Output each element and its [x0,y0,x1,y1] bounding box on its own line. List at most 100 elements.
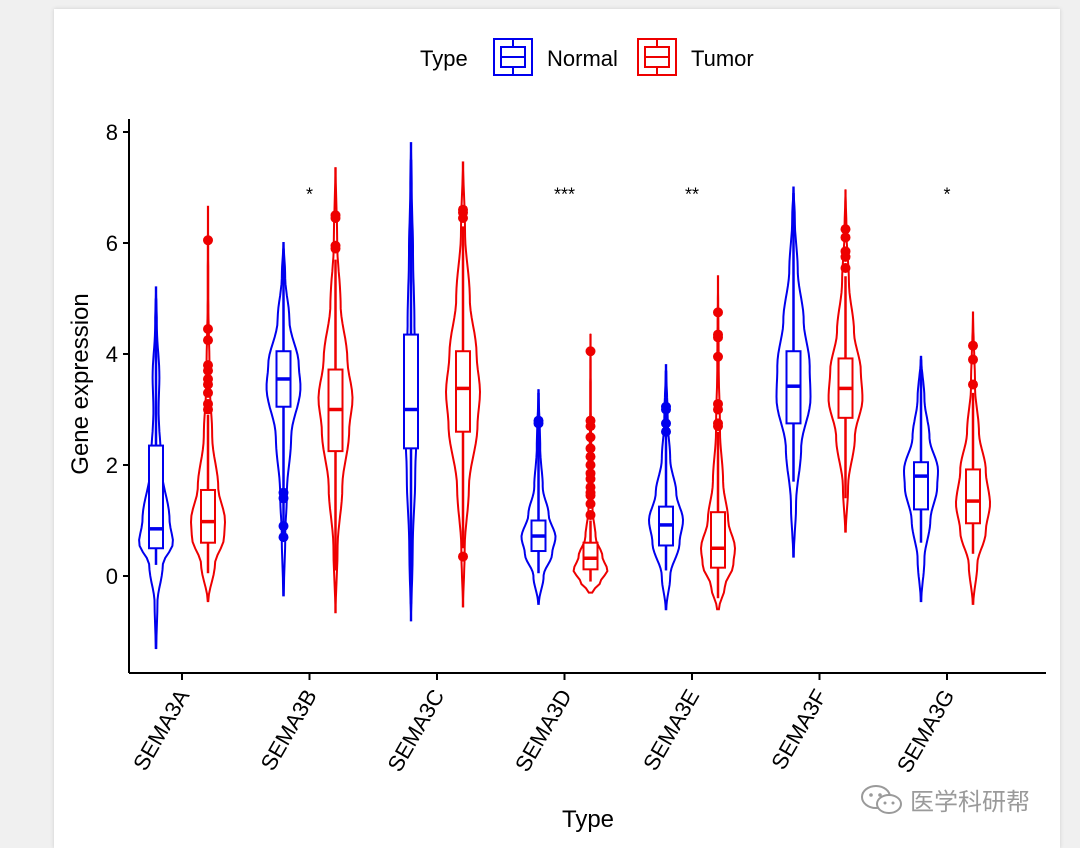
outlier-point [585,432,596,443]
significance-label: * [306,185,313,205]
violin-normal-sema3d [520,389,557,605]
box-iqr [200,488,216,544]
violin-tumor-sema3c [444,161,482,608]
figure-panel: Type Normal Tumor 0 2 4 6 8 SEMA3A SEMA3B SEMA3C S… [54,9,1060,848]
violin-outline [189,205,227,603]
violin-outline [647,364,685,611]
significance-label: ** [685,185,699,205]
outlier-point [840,246,851,257]
watermark-text: 医学科研帮 [910,788,1030,816]
x-category-label: SEMA3D [510,685,577,776]
wechat-icon [861,784,902,814]
x-category-label: SEMA3G [892,685,960,777]
outlier-point [585,346,596,357]
x-category-label: SEMA3E [638,685,704,775]
outlier-point [458,551,468,562]
box-iqr [582,541,599,571]
outlier-point [203,373,213,384]
violin-tumor-sema3b [317,167,354,614]
violin-tumor-sema3a [189,205,227,603]
outlier-point [533,415,544,426]
box-iqr [403,333,419,450]
y-tick-label: 0 [106,564,118,589]
violin-outline [954,311,992,605]
outlier-point [203,335,213,346]
outlier-point [458,204,468,215]
box-iqr [455,350,471,433]
outlier-point [278,521,289,532]
outlier-point [585,482,596,493]
outlier-point [840,232,851,243]
y-tick-label: 4 [106,342,118,367]
significance-label: * [943,185,950,205]
violin-outline [775,186,812,558]
legend-key-outline [637,38,677,76]
violin-normal-sema3b [265,242,302,597]
violin-outline [317,167,354,614]
violin-normal-sema3f [775,186,812,558]
outlier-point [661,426,671,437]
watermark: 医学科研帮 [860,782,1030,817]
outlier-point [713,307,723,318]
box-iqr [913,461,929,511]
outlier-point [278,532,289,543]
outlier-point [203,324,213,335]
violins [138,142,992,650]
outlier-point [585,443,596,454]
legend-label-normal: Normal [547,46,618,71]
violin-outline [699,275,737,611]
legend-key-outline [493,38,533,76]
legend-title: Type [420,46,468,71]
outlier-point [585,468,596,479]
violin-tumor-sema3d [572,333,609,594]
outlier-point [585,498,596,509]
violin-normal-sema3g [902,355,940,603]
violin-normal-sema3c [403,142,419,622]
box-iqr [148,444,164,550]
violin-outline [827,189,864,533]
outlier-point [203,387,213,398]
significance-label: *** [554,185,575,205]
outlier-point [203,398,213,409]
outlier-point [585,509,596,520]
outlier-point [713,329,723,340]
violin-outline [265,242,302,597]
outlier-point [330,240,341,251]
violin-normal-sema3a [138,286,174,650]
outlier-point [278,487,289,498]
violin-tumor-sema3f [827,189,864,533]
y-tick-label: 6 [106,231,118,256]
outlier-point [713,398,723,409]
significance-labels: * *** ** * [306,185,951,205]
outlier-point [713,351,723,362]
violin-outline [138,286,174,650]
outlier-point [661,418,671,429]
box-iqr [710,511,726,569]
outlier-point [840,224,851,235]
outlier-point [968,379,978,390]
x-category-label: SEMA3A [128,685,194,775]
x-category-label: SEMA3B [256,685,322,775]
outlier-point [203,235,213,246]
box-iqr [965,468,981,525]
y-tick-label: 8 [106,120,118,145]
legend-key-normal [493,38,533,76]
violin-outline [902,355,940,603]
legend-label-tumor: Tumor [691,46,754,71]
outlier-point [585,460,596,470]
violin-tumor-sema3g [954,311,992,605]
violin-outline [444,161,482,608]
outlier-point [840,262,851,273]
x-axis-title: Type [562,806,614,833]
violin-chart: Type Normal Tumor 0 2 4 6 8 SEMA3A SEMA3B SEMA3C S… [67,38,1046,833]
x-category-label: SEMA3F [766,685,832,774]
outlier-point [203,360,213,371]
outlier-point [968,340,978,351]
legend: Type Normal Tumor [420,38,754,76]
outlier-point [968,354,978,365]
axes: 0 2 4 6 8 SEMA3A SEMA3B SEMA3C SEMA3D SEMA3E SEMA3… [67,119,1046,833]
outlier-point [585,451,596,462]
outlier-point [330,210,341,221]
violin-outline [404,142,418,622]
violin-normal-sema3e [647,364,685,611]
